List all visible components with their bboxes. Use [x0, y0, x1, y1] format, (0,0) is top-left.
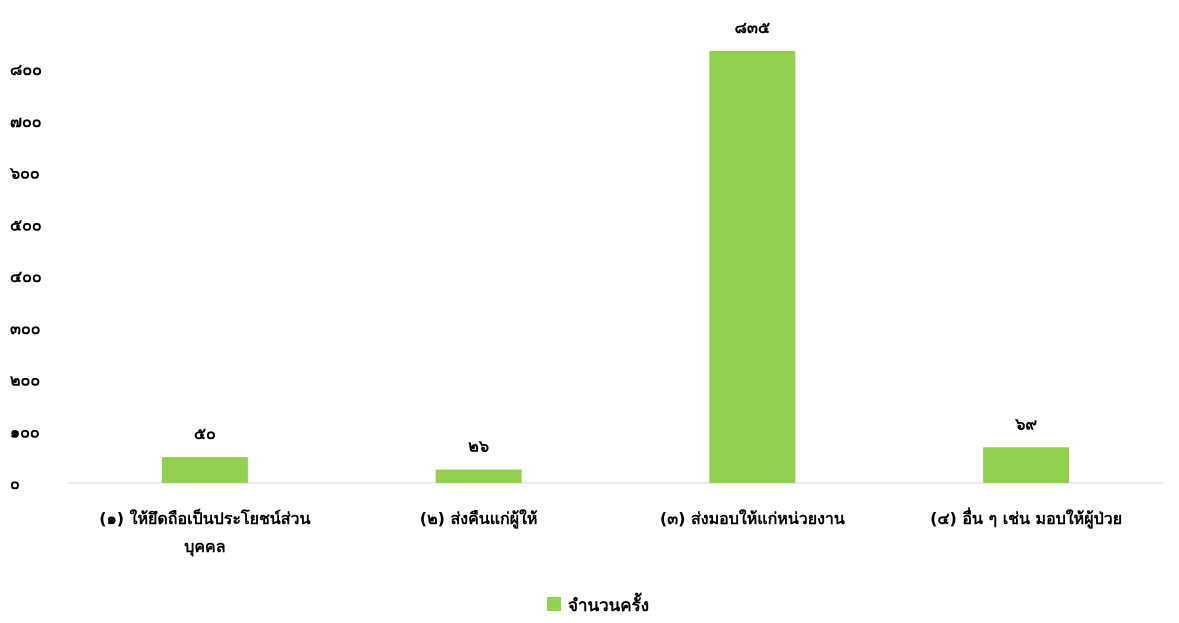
bar: [983, 447, 1070, 483]
y-tick-label: ๔๐๐: [10, 267, 42, 286]
x-category-label: (๒) ส่งคืนแก่ผู้ให้: [420, 509, 538, 530]
x-category-label-line: (๑) ให้ยึดถือเป็นประโยชน์ส่วน: [99, 507, 310, 528]
data-label: ๘๓๕: [735, 18, 770, 37]
legend-label: จำนวนครั้ง: [568, 592, 649, 616]
y-tick-label: ๑๐๐: [10, 422, 40, 441]
category-labels-group: (๑) ให้ยึดถือเป็นประโยชน์ส่วนบุคคล (๒) ส่…: [99, 507, 1122, 557]
y-tick-label: ๓๐๐: [10, 319, 40, 338]
x-category-label: (๔) อื่น ๆ เช่น มอบให้ผู้ป่วย: [930, 507, 1122, 530]
x-category-label-line: (๓) ส่งมอบให้แก่หน่วยงาน: [660, 509, 845, 528]
data-label: ๒๖: [468, 437, 489, 456]
y-tick-label: ๖๐๐: [9, 164, 40, 183]
y-tick-label: ๒๐๐: [10, 371, 40, 390]
bar: [435, 469, 522, 483]
bar: [161, 457, 248, 483]
y-axis-ticks: ๐ ๑๐๐ ๒๐๐ ๓๐๐ ๔๐๐ ๕๐๐ ๖๐๐ ๗๐๐ ๘๐๐: [9, 60, 42, 493]
x-category-label: (๑) ให้ยึดถือเป็นประโยชน์ส่วนบุคคล: [99, 507, 310, 557]
y-tick-label: ๕๐๐: [10, 215, 42, 234]
bars-group: [161, 50, 1070, 483]
data-label: ๕๐: [194, 424, 216, 443]
x-category-label: (๓) ส่งมอบให้แก่หน่วยงาน: [660, 509, 845, 528]
bar: [709, 50, 796, 483]
data-label: ๖๙: [1014, 414, 1037, 433]
y-tick-label: ๗๐๐: [10, 112, 42, 131]
y-tick-label: ๘๐๐: [10, 60, 42, 79]
x-category-label-line: (๔) อื่น ๆ เช่น มอบให้ผู้ป่วย: [930, 507, 1122, 530]
legend-swatch: [547, 597, 561, 611]
x-category-label-line: (๒) ส่งคืนแก่ผู้ให้: [420, 509, 538, 530]
x-category-label-line: บุคคล: [184, 537, 225, 557]
y-tick-label: ๐: [10, 474, 20, 493]
legend: จำนวนครั้ง: [547, 592, 649, 616]
